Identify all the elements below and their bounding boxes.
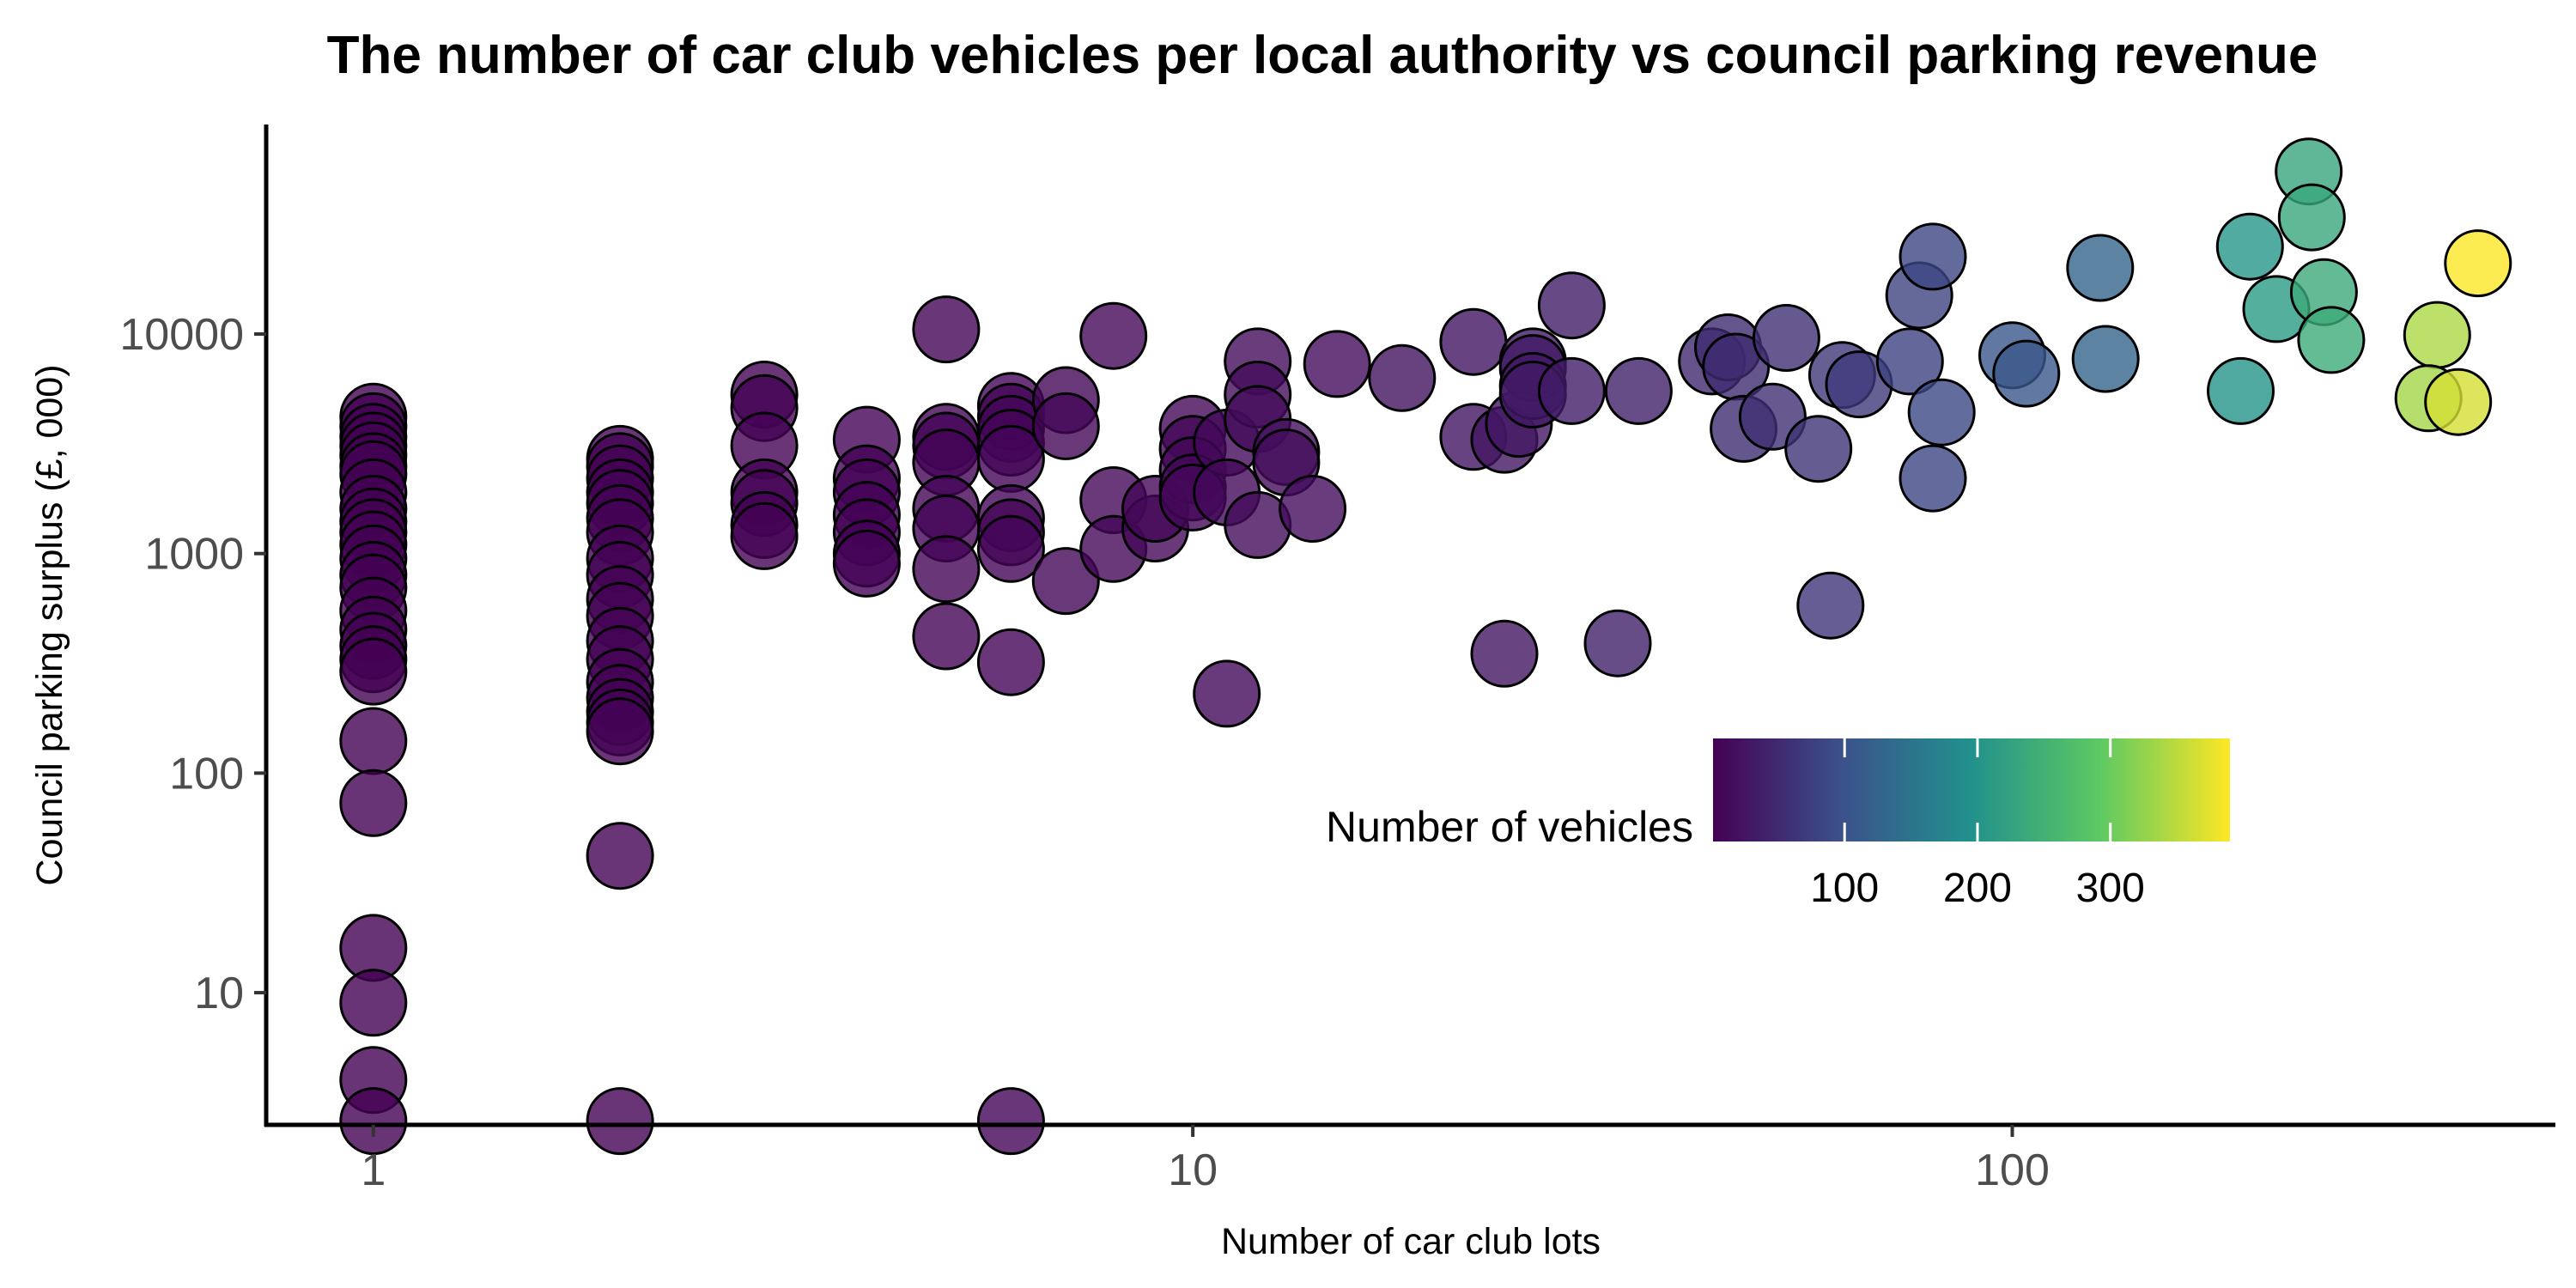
- data-point: [912, 602, 981, 671]
- data-point: [1899, 444, 1967, 513]
- y-tick-label: 1000: [144, 530, 244, 580]
- data-point: [976, 514, 1045, 583]
- data-point: [2066, 234, 2135, 302]
- y-tick-label: 10000: [119, 310, 244, 360]
- data-point: [1031, 392, 1100, 460]
- data-point: [2277, 183, 2346, 252]
- data-point: [1907, 378, 1976, 447]
- data-point: [832, 529, 901, 598]
- data-point: [339, 969, 408, 1037]
- y-axis-title: Council parking surplus (£, 000): [29, 364, 70, 885]
- x-tick-label: 100: [1975, 1145, 2050, 1195]
- data-point: [1368, 343, 1437, 412]
- data-point: [730, 501, 799, 570]
- legend-title: Number of vehicles: [1326, 803, 1693, 851]
- data-point: [1439, 307, 1508, 376]
- data-point: [1537, 356, 1606, 425]
- y-axis-ticks: 10 100 1000 10000: [119, 310, 266, 1018]
- data-point: [1031, 547, 1100, 616]
- data-point: [912, 535, 981, 604]
- data-point: [2071, 325, 2140, 393]
- data-point: [586, 1087, 654, 1156]
- data-point: [2424, 368, 2493, 436]
- data-point: [339, 637, 408, 706]
- data-point: [1784, 415, 1853, 483]
- data-point: [1992, 339, 2061, 408]
- data-point: [1583, 609, 1652, 677]
- data-point: [1279, 475, 1347, 543]
- y-tick-label: 10: [194, 969, 244, 1018]
- data-points: [339, 137, 2512, 1156]
- data-point: [2297, 306, 2366, 374]
- colorbar-tick-label: 300: [2076, 866, 2145, 911]
- x-axis-ticks: 1 10 100: [361, 1125, 2050, 1195]
- x-axis-title: Number of car club lots: [1221, 1221, 1601, 1262]
- data-point: [1604, 356, 1673, 425]
- colorbar-ticks: 100 200 300: [1810, 738, 2145, 911]
- x-tick-label: 1: [361, 1145, 386, 1195]
- y-tick-label: 100: [169, 749, 244, 799]
- data-point: [339, 707, 408, 775]
- data-point: [1537, 271, 1606, 340]
- data-point: [586, 697, 654, 766]
- colorbar-tick-label: 200: [1943, 866, 2012, 911]
- colorbar-tick-label: 100: [1810, 866, 1879, 911]
- data-point: [912, 295, 981, 364]
- data-point: [1079, 301, 1148, 370]
- data-point: [1193, 659, 1261, 728]
- data-point: [1796, 571, 1865, 640]
- colorbar-legend: 100 200 300 Number of vehicles: [1326, 738, 2230, 911]
- data-point: [2403, 301, 2471, 369]
- data-point: [1303, 330, 1371, 398]
- chart-title: The number of car club vehicles per loca…: [327, 26, 2318, 85]
- data-point: [976, 628, 1045, 696]
- data-point: [1470, 619, 1539, 688]
- data-point: [1875, 327, 1944, 396]
- data-point: [1752, 304, 1820, 372]
- data-point: [976, 1087, 1045, 1156]
- colorbar: [1713, 738, 2230, 841]
- data-point: [2207, 356, 2275, 425]
- data-point: [1899, 222, 1967, 291]
- data-point: [339, 769, 408, 837]
- data-point: [2444, 229, 2512, 298]
- x-tick-label: 10: [1168, 1145, 1218, 1195]
- data-point: [339, 1087, 408, 1156]
- data-point: [2215, 212, 2284, 281]
- data-point: [586, 822, 654, 890]
